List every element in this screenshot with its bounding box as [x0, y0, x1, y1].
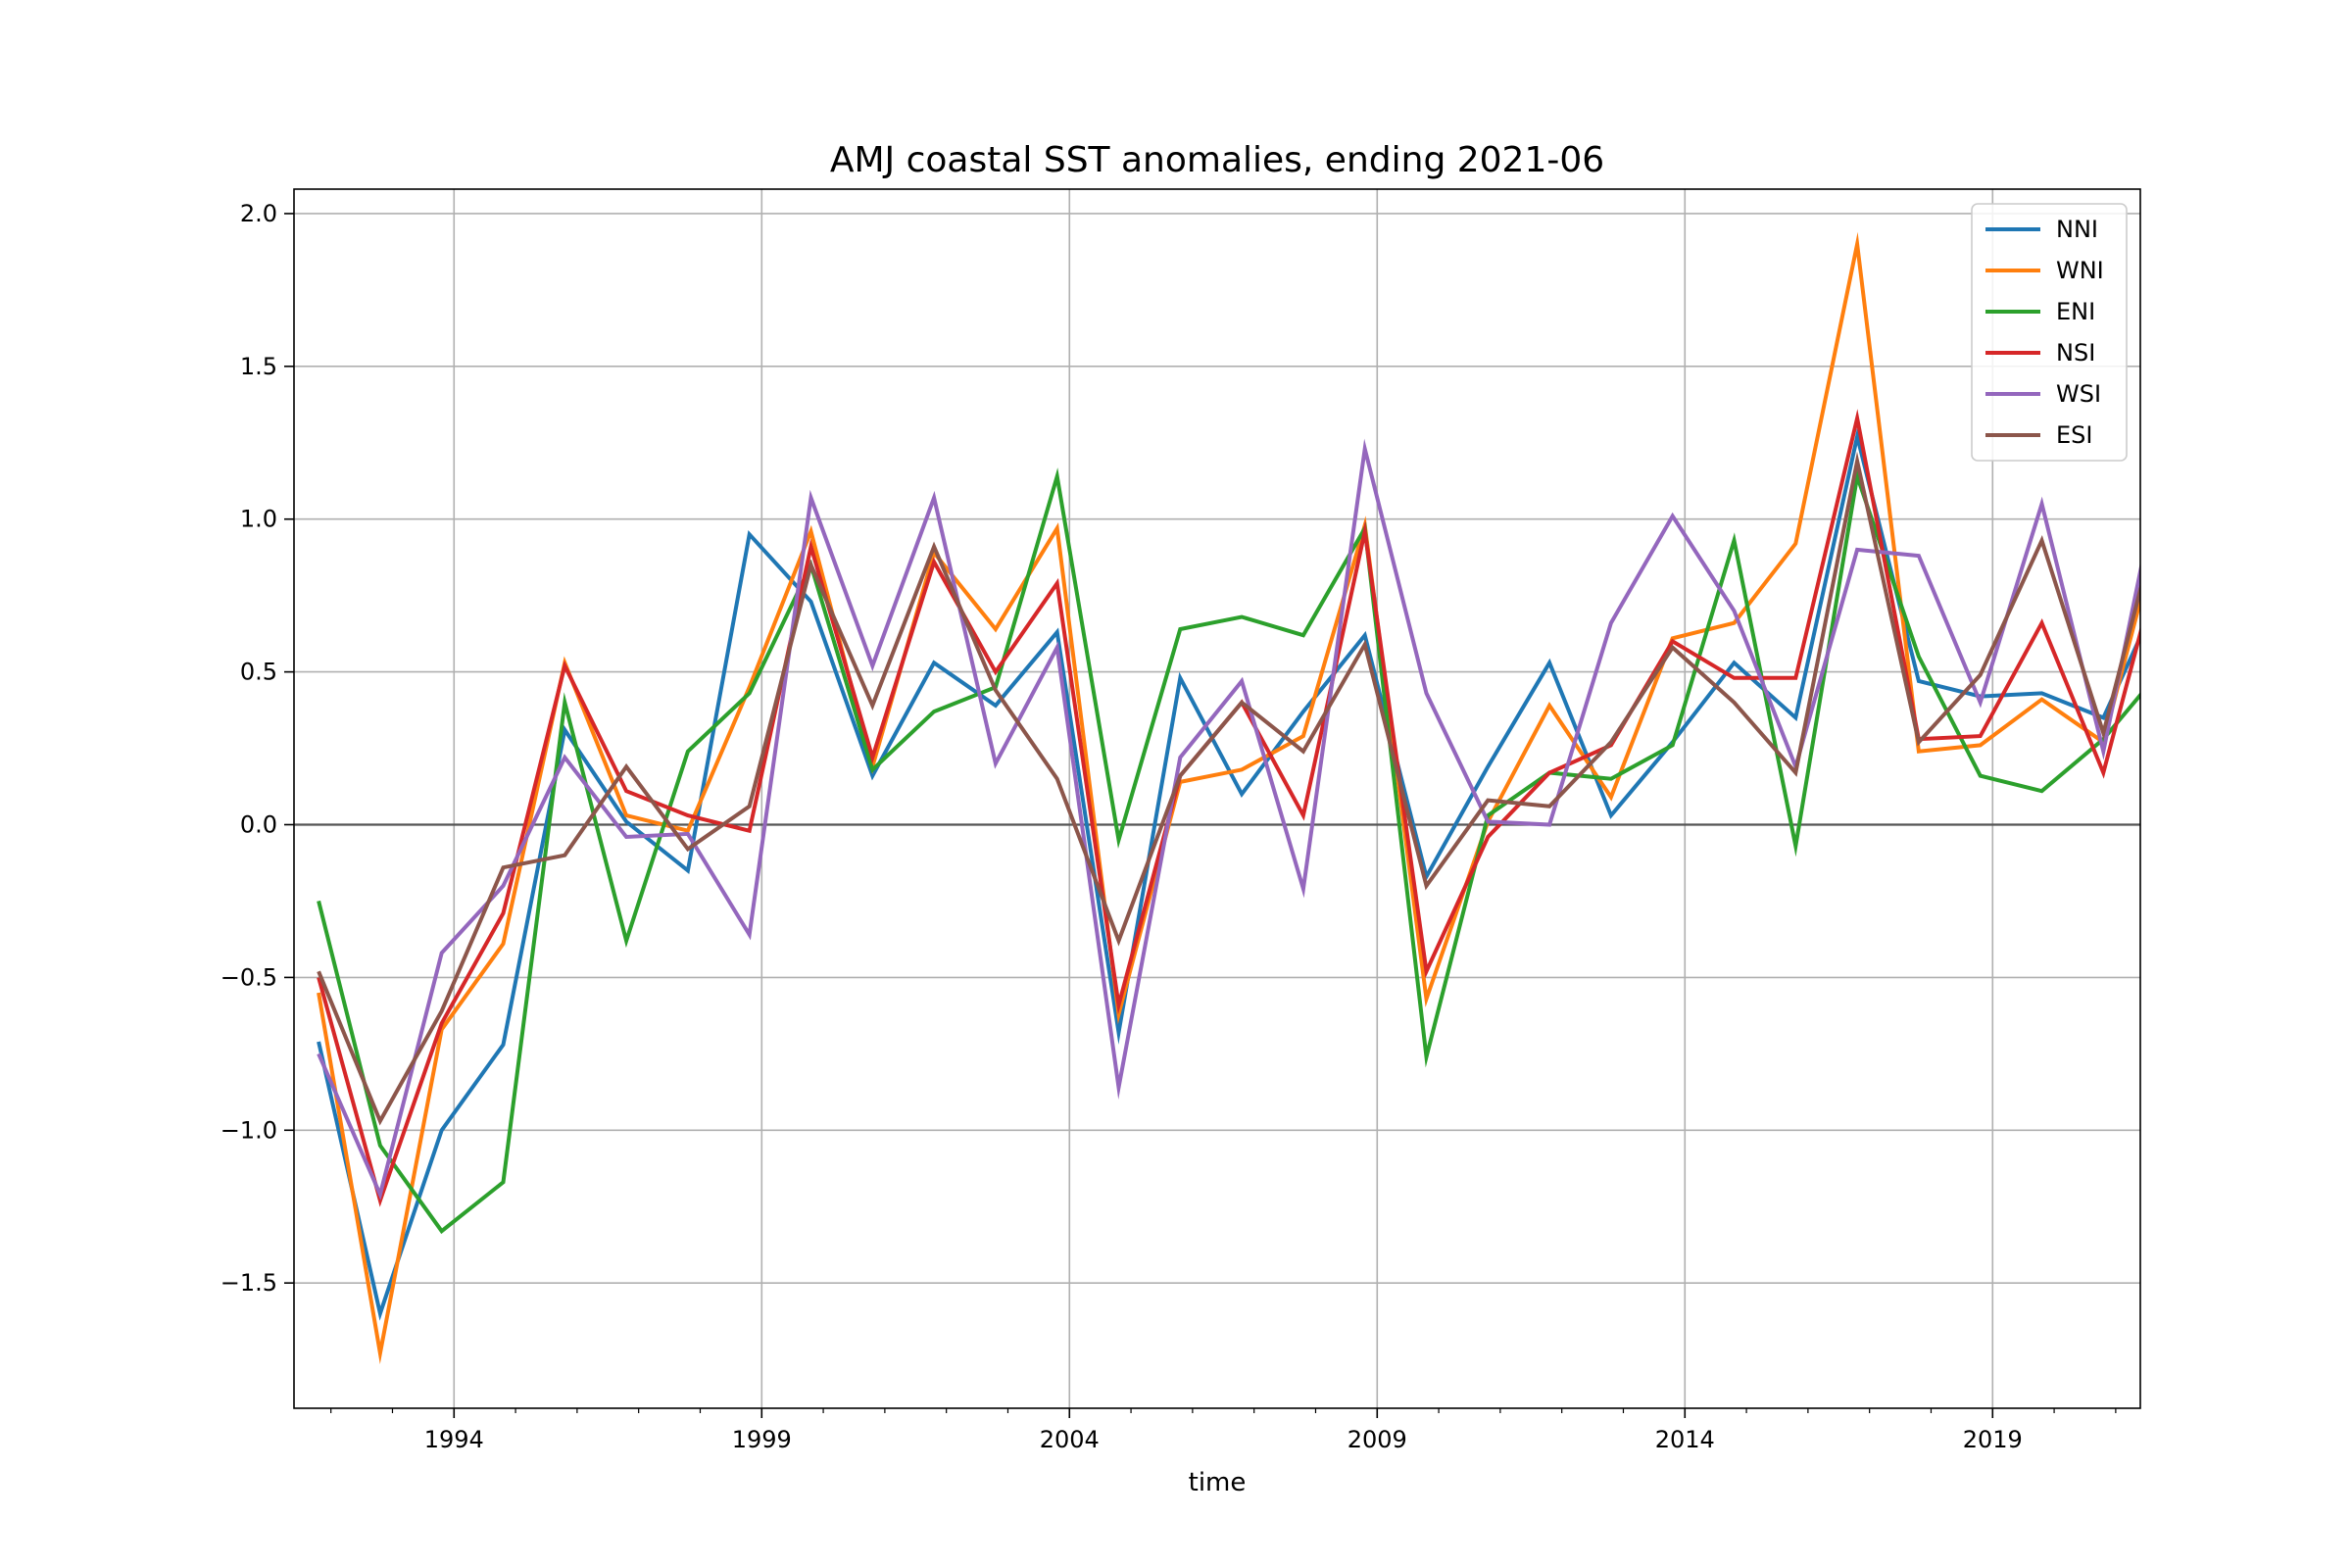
legend-label-nni: NNI [2056, 216, 2098, 243]
series-line-nni [317, 427, 2140, 1321]
x-tick-label: 2014 [1655, 1426, 1715, 1453]
series-line-esi [317, 451, 2140, 1126]
legend: NNI WNI ENI NSI WSI ESI [1971, 203, 2128, 462]
x-tick-label: 2009 [1348, 1426, 1407, 1453]
y-tick-label: 2.0 [240, 200, 277, 227]
x-tick-label: 2019 [1963, 1426, 2023, 1453]
y-tick-label: 1.5 [240, 353, 277, 380]
y-tick-label: 1.0 [240, 506, 277, 533]
y-tick-label: −1.0 [220, 1116, 277, 1144]
legend-label-wsi: WSI [2056, 380, 2101, 408]
series-line-wni [317, 231, 2140, 1365]
legend-label-eni: ENI [2056, 298, 2095, 325]
legend-label-wni: WNI [2056, 257, 2104, 284]
series-lines [317, 231, 2140, 1365]
series-line-eni [317, 467, 2140, 1235]
x-tick-label: 2004 [1040, 1426, 1100, 1453]
y-tick-label: −0.5 [220, 963, 277, 991]
chart-title: AMJ coastal SST anomalies, ending 2021-0… [830, 140, 1604, 180]
x-tick-label: 1999 [732, 1426, 792, 1453]
y-tick-label: 0.5 [240, 659, 277, 686]
legend-label-nsi: NSI [2056, 339, 2095, 367]
y-tick-label: −1.5 [220, 1269, 277, 1297]
series-line-wsi [317, 438, 2140, 1200]
y-tick-label: 0.0 [240, 811, 277, 839]
legend-label-esi: ESI [2056, 421, 2092, 449]
x-tick-label: 1994 [424, 1426, 484, 1453]
axis-ticks: 1994 1999 2004 2009 2014 2019 −1.5 −1.0 −0.5 0.0 0… [220, 200, 2117, 1453]
legend-box [1971, 203, 2128, 462]
plot-frame [293, 188, 2141, 1409]
x-axis-label: time [1189, 1468, 1247, 1497]
grid [294, 189, 2140, 1408]
